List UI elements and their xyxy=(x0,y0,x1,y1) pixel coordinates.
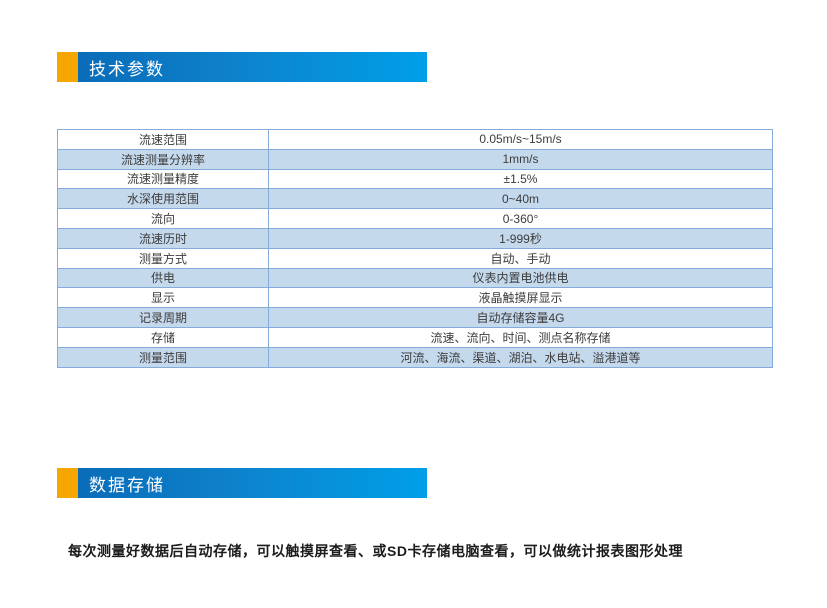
data-storage-description: 每次测量好数据后自动存储，可以触摸屏查看、或SD卡存储电脑查看，可以做统计报表图… xyxy=(68,543,683,559)
table-row: 显示 液晶触摸屏显示 xyxy=(57,287,773,309)
orange-accent-square xyxy=(57,52,78,82)
spec-value: 0-360° xyxy=(268,208,773,229)
section-header-data-storage: 数据存储 xyxy=(57,468,427,498)
table-row: 水深使用范围 0~40m xyxy=(57,188,773,210)
spec-value: 自动、手动 xyxy=(268,247,773,269)
spec-label: 测量范围 xyxy=(57,346,269,368)
table-row: 测量方式 自动、手动 xyxy=(57,247,773,269)
spec-label: 流速历时 xyxy=(57,227,269,249)
spec-label: 供电 xyxy=(57,267,269,289)
table-row: 测量范围 河流、海流、渠道、湖泊、水电站、溢港道等 xyxy=(57,346,773,368)
table-row: 供电 仪表内置电池供电 xyxy=(57,267,773,289)
spec-label: 记录周期 xyxy=(57,307,269,328)
spec-value: ±1.5% xyxy=(268,168,773,190)
table-row: 流速历时 1-999秒 xyxy=(57,227,773,249)
orange-accent-square xyxy=(57,468,78,498)
spec-table: 流速范围 0.05m/s~15m/s 流速测量分辨率 1mm/s 流速测量精度 ±1.5%… xyxy=(57,129,773,368)
section-title-data-storage: 数据存储 xyxy=(78,468,427,498)
spec-label: 水深使用范围 xyxy=(57,188,269,210)
section-title-technical-parameters: 技术参数 xyxy=(78,52,427,82)
table-row: 流速测量精度 ±1.5% xyxy=(57,168,773,190)
table-row: 流速范围 0.05m/s~15m/s xyxy=(57,129,773,150)
spec-label: 存储 xyxy=(57,326,269,348)
spec-label: 流速测量精度 xyxy=(57,168,269,190)
spec-label: 流速测量分辨率 xyxy=(57,148,269,170)
section-header-technical-parameters: 技术参数 xyxy=(57,52,427,82)
table-row: 流向 0-360° xyxy=(57,208,773,229)
spec-label: 显示 xyxy=(57,287,269,309)
spec-value: 液晶触摸屏显示 xyxy=(268,287,773,309)
spec-value: 0~40m xyxy=(268,188,773,210)
table-row: 记录周期 自动存储容量4G xyxy=(57,307,773,328)
spec-label: 测量方式 xyxy=(57,247,269,269)
spec-value: 1mm/s xyxy=(268,148,773,170)
spec-value: 0.05m/s~15m/s xyxy=(268,129,773,150)
spec-value: 自动存储容量4G xyxy=(268,307,773,328)
spec-value: 仪表内置电池供电 xyxy=(268,267,773,289)
spec-value: 1-999秒 xyxy=(268,227,773,249)
table-row: 流速测量分辨率 1mm/s xyxy=(57,148,773,170)
table-row: 存储 流速、流向、时间、测点名称存储 xyxy=(57,326,773,348)
spec-table-body: 流速范围 0.05m/s~15m/s 流速测量分辨率 1mm/s 流速测量精度 ±1.5%… xyxy=(57,129,773,368)
spec-value: 流速、流向、时间、测点名称存储 xyxy=(268,326,773,348)
spec-label: 流向 xyxy=(57,208,269,229)
spec-label: 流速范围 xyxy=(57,129,269,150)
spec-value: 河流、海流、渠道、湖泊、水电站、溢港道等 xyxy=(268,346,773,368)
